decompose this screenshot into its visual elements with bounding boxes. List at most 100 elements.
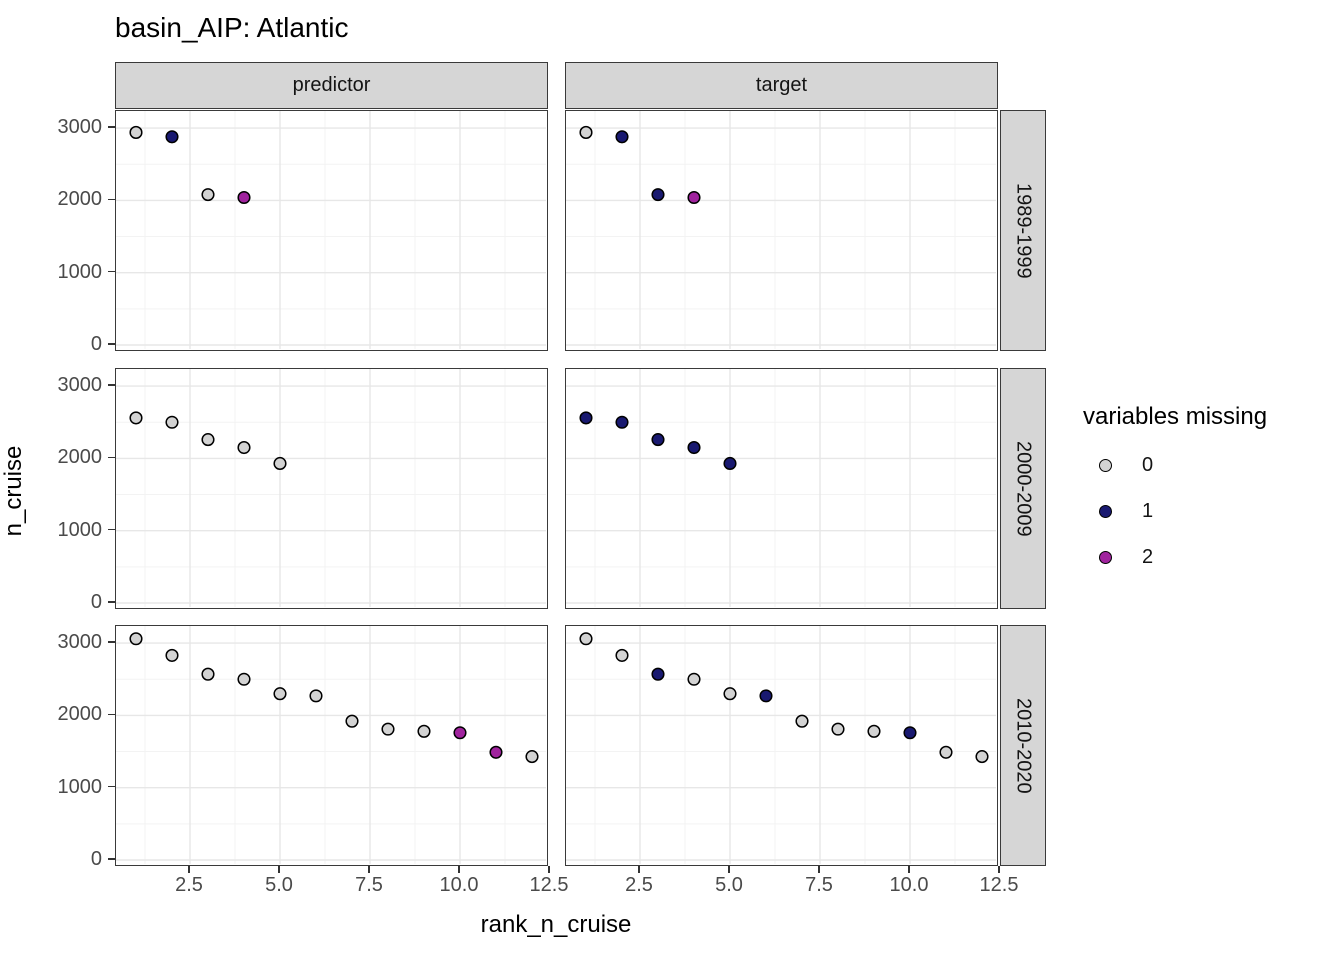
data-point	[165, 415, 179, 429]
data-point	[309, 689, 323, 703]
y-tick-label: 0	[90, 333, 102, 355]
y-tick-mark	[108, 343, 115, 345]
y-tick-mark	[108, 456, 115, 459]
facet-panel	[565, 625, 998, 866]
facet-panel	[565, 368, 998, 609]
data-point	[273, 687, 287, 701]
y-tick-mark	[108, 126, 115, 128]
data-point	[687, 441, 701, 455]
facet-strip-column-target: target	[565, 62, 998, 109]
data-point	[939, 745, 953, 759]
plot-title: basin_AIP: Atlantic	[115, 12, 349, 43]
x-tick-mark	[278, 866, 280, 873]
legend-label: 0	[1142, 453, 1154, 476]
x-tick-mark	[818, 866, 820, 873]
data-point	[615, 130, 629, 144]
legend-key-icon	[1099, 504, 1112, 518]
legend-item: 2	[1083, 534, 1333, 580]
y-tick-mark	[108, 601, 115, 603]
data-point	[129, 632, 143, 646]
data-point	[579, 632, 593, 646]
x-tick-label: 7.5	[355, 874, 383, 896]
x-tick-mark	[368, 866, 370, 873]
data-point	[579, 411, 593, 425]
facet-strip-label: 2010-2020	[1012, 697, 1035, 794]
data-point	[237, 672, 251, 686]
data-point	[579, 125, 593, 139]
x-tick-mark	[638, 866, 640, 873]
data-point	[831, 722, 845, 736]
data-point	[417, 724, 431, 738]
data-point	[687, 672, 701, 686]
data-point	[201, 667, 215, 681]
facet-panel	[115, 110, 548, 351]
x-tick-mark	[548, 866, 550, 873]
data-point	[165, 648, 179, 662]
data-point	[723, 456, 737, 471]
data-point	[453, 726, 467, 740]
y-tick-label: 0	[90, 848, 102, 870]
y-tick-mark	[108, 858, 115, 860]
legend-items: 0 1 2	[1083, 442, 1333, 580]
x-tick-mark	[458, 866, 460, 873]
legend-title: variables missing	[1083, 403, 1268, 430]
y-tick-label: 2000	[57, 446, 103, 469]
data-point	[687, 190, 701, 205]
x-tick-label: 2.5	[625, 874, 653, 896]
legend-key-icon	[1099, 550, 1112, 564]
x-tick-label: 12.5	[529, 874, 569, 896]
x-tick-mark	[908, 866, 910, 873]
data-point	[795, 714, 809, 728]
facet-strip-label: target	[755, 74, 808, 96]
x-tick-label: 10.0	[889, 874, 929, 896]
x-tick-label: 5.0	[265, 874, 293, 896]
data-point	[345, 714, 359, 728]
data-point	[129, 411, 143, 425]
x-tick-label: 7.5	[805, 874, 833, 896]
x-tick-mark	[998, 866, 1000, 873]
facet-panel	[115, 368, 548, 609]
data-point	[615, 415, 629, 429]
y-tick-label: 2000	[57, 703, 103, 726]
y-tick-label: 1000	[57, 775, 103, 798]
data-point	[615, 648, 629, 662]
facet-strip-row-2000-2009: 2000-2009	[1000, 368, 1046, 609]
data-point	[651, 667, 665, 681]
y-tick-mark	[108, 713, 115, 716]
facet-strip-column-predictor: predictor	[115, 62, 548, 109]
data-point	[489, 745, 503, 759]
legend-label: 1	[1142, 499, 1154, 522]
data-point	[129, 125, 143, 139]
legend: variables missing 0 1 2	[1083, 402, 1333, 580]
data-point	[273, 456, 287, 471]
y-tick-mark	[108, 641, 115, 643]
facet-panel	[565, 110, 998, 351]
y-tick-label: 1000	[57, 260, 103, 283]
x-tick-label: 2.5	[175, 874, 203, 896]
x-axis-title: rank_n_cruise	[480, 911, 632, 938]
data-point	[201, 433, 215, 447]
y-tick-mark	[108, 384, 115, 386]
legend-item: 1	[1083, 488, 1333, 534]
x-tick-label: 5.0	[715, 874, 743, 896]
data-point	[237, 190, 251, 205]
x-tick-label: 12.5	[979, 874, 1019, 896]
data-point	[759, 689, 773, 703]
x-tick-mark	[188, 866, 190, 873]
legend-key-icon	[1099, 458, 1112, 472]
data-point	[651, 433, 665, 447]
y-tick-label: 3000	[57, 631, 103, 654]
data-point	[723, 687, 737, 701]
y-tick-mark	[108, 198, 115, 201]
data-point	[867, 724, 881, 738]
y-tick-label: 3000	[57, 374, 103, 397]
y-tick-label: 2000	[57, 188, 103, 211]
data-point	[903, 726, 917, 740]
facet-strip-label: 2000-2009	[1012, 440, 1035, 537]
facet-strip-label: 1989-1999	[1012, 182, 1035, 279]
data-point	[525, 750, 539, 764]
y-tick-mark	[108, 270, 115, 273]
legend-item: 0	[1083, 442, 1333, 488]
data-point	[651, 188, 665, 202]
